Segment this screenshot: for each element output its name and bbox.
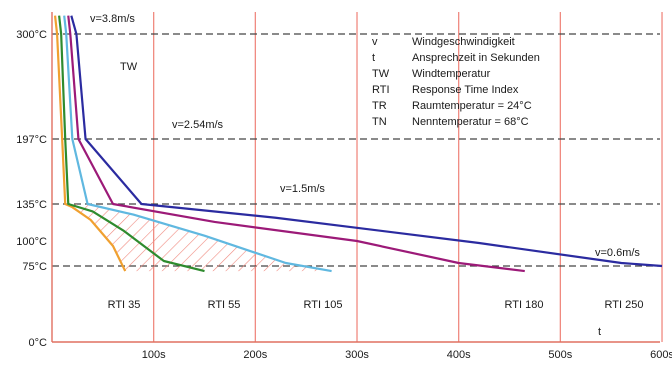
x-tick-label: 400s bbox=[447, 349, 471, 361]
velocity-label: v=1.5m/s bbox=[280, 183, 325, 195]
series-label: RTI 35 bbox=[108, 299, 141, 311]
legend-key: TN bbox=[372, 116, 387, 128]
series-label: RTI 180 bbox=[505, 299, 544, 311]
velocity-label: v=0.6m/s bbox=[595, 247, 640, 259]
tick-labels: 100s 200s 300s 400s 500s 600s 300°C 197°C 135°C 1… bbox=[16, 29, 672, 361]
x-tick-label: 300s bbox=[345, 349, 369, 361]
y-tick-label: 75°C bbox=[22, 261, 47, 273]
hatched-region bbox=[65, 204, 332, 272]
legend-key: RTI bbox=[372, 84, 390, 96]
x-tick-label: 100s bbox=[142, 349, 166, 361]
vertical-grid-lines bbox=[153, 12, 663, 342]
series-line bbox=[70, 15, 663, 268]
x-tick-label: 200s bbox=[243, 349, 267, 361]
legend: v Windgeschwindigkeit t Ansprechzeit in Sek… bbox=[372, 36, 540, 128]
x-axis-label: t bbox=[598, 326, 601, 338]
legend-text: Windgeschwindigkeit bbox=[412, 36, 515, 48]
legend-key: t bbox=[372, 52, 375, 64]
series-lines bbox=[53, 15, 663, 273]
x-tick-label: 600s bbox=[650, 349, 672, 361]
legend-key: v bbox=[372, 36, 378, 48]
series-label: RTI 250 bbox=[605, 299, 644, 311]
legend-key: TW bbox=[372, 68, 390, 80]
y-tick-label: 0°C bbox=[29, 337, 48, 349]
series-labels: RTI 35 RTI 55 RTI 105 RTI 180 RTI 250 bbox=[108, 299, 644, 311]
legend-text: Nenntemperatur = 68°C bbox=[412, 116, 529, 128]
series-line bbox=[53, 15, 127, 272]
series-line bbox=[63, 15, 332, 273]
legend-text: Response Time Index bbox=[412, 84, 519, 96]
y-tick-label: 197°C bbox=[16, 134, 47, 146]
y-tick-label: 135°C bbox=[16, 199, 47, 211]
legend-key: TR bbox=[372, 100, 387, 112]
velocity-label: v=3.8m/s bbox=[90, 13, 135, 25]
series-line bbox=[67, 15, 525, 273]
series-label: RTI 55 bbox=[208, 299, 241, 311]
y-axis-label: TW bbox=[120, 61, 138, 73]
y-tick-label: 300°C bbox=[16, 29, 47, 41]
y-tick-label: 100°C bbox=[16, 236, 47, 248]
x-tick-label: 500s bbox=[548, 349, 572, 361]
axes bbox=[51, 12, 660, 343]
velocity-labels: v=3.8m/s v=2.54m/s v=1.5m/s v=0.6m/s bbox=[90, 13, 640, 259]
hatched-area bbox=[65, 204, 332, 272]
legend-text: Raumtemperatur = 24°C bbox=[412, 100, 532, 112]
velocity-label: v=2.54m/s bbox=[172, 119, 224, 131]
series-line bbox=[58, 15, 205, 273]
series-label: RTI 105 bbox=[304, 299, 343, 311]
legend-text: Ansprechzeit in Sekunden bbox=[412, 52, 540, 64]
legend-text: Windtemperatur bbox=[412, 68, 491, 80]
